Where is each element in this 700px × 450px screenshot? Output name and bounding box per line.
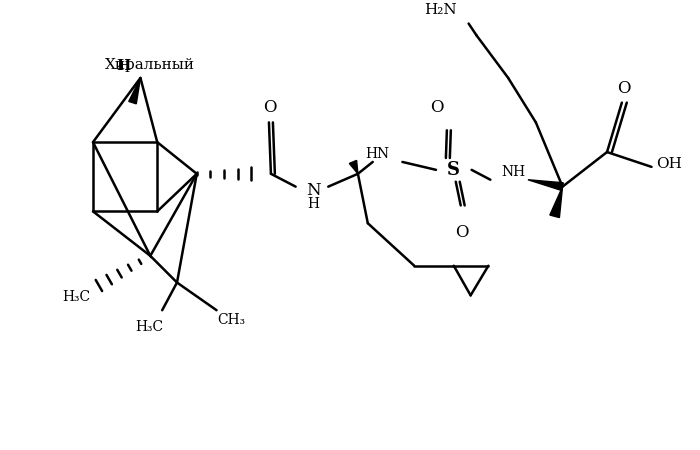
Text: Хиральный: Хиральный: [105, 58, 195, 72]
Text: H: H: [307, 198, 319, 212]
Text: H₂N: H₂N: [425, 3, 457, 17]
Text: O: O: [455, 224, 468, 241]
Polygon shape: [550, 187, 563, 218]
Text: NH: NH: [501, 165, 525, 179]
Polygon shape: [349, 160, 358, 174]
Text: O: O: [617, 80, 631, 97]
Text: OH: OH: [657, 157, 682, 171]
Text: H₃C: H₃C: [135, 320, 163, 334]
Text: O: O: [263, 99, 276, 116]
Text: S: S: [447, 161, 461, 179]
Text: N: N: [306, 182, 321, 199]
Text: CH₃: CH₃: [217, 313, 246, 327]
Text: H₃C: H₃C: [62, 290, 90, 304]
Text: HN: HN: [365, 147, 390, 161]
Text: H: H: [116, 59, 131, 73]
Polygon shape: [129, 78, 141, 104]
Polygon shape: [528, 180, 564, 190]
Text: O: O: [430, 99, 444, 116]
